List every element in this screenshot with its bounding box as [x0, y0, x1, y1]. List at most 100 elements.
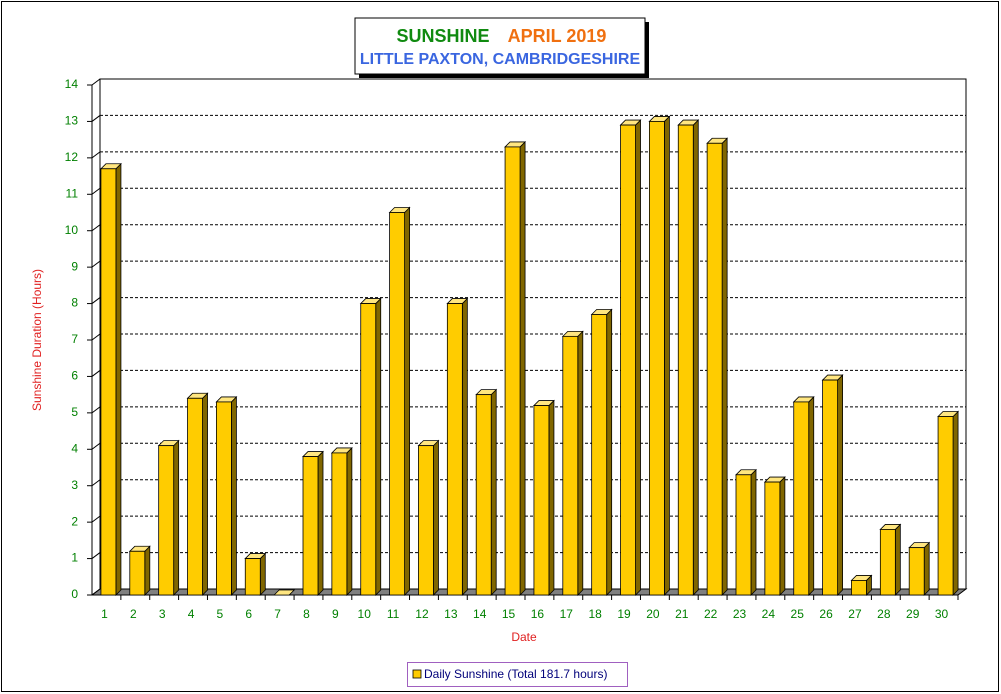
y-depth-tick: [91, 187, 101, 195]
y-tick-label: 13: [65, 114, 79, 128]
bar-side: [664, 115, 670, 596]
bar: [302, 456, 319, 596]
x-tick-label: 4: [188, 607, 195, 621]
bar: [360, 303, 377, 596]
chart-subtitle: LITTLE PAXTON, CAMBRIDGESHIRE: [360, 51, 641, 68]
bar-side: [375, 297, 382, 596]
bar: [677, 124, 694, 596]
x-tick-label: 13: [444, 607, 458, 621]
x-tick-label: 18: [588, 607, 602, 621]
bar-side: [692, 119, 699, 596]
bar-side: [346, 446, 353, 596]
y-depth-tick: [91, 479, 101, 487]
bar: [620, 124, 636, 596]
bar: [389, 212, 406, 596]
y-depth-tick: [91, 515, 101, 523]
bar: [937, 416, 954, 596]
bar-side: [635, 119, 641, 596]
x-tick-label: 20: [646, 607, 660, 621]
bar-side: [173, 439, 180, 596]
y-depth-tick: [91, 151, 101, 159]
y-tick-label: 12: [65, 150, 79, 164]
bar-side: [721, 137, 728, 596]
bar-side: [461, 297, 468, 596]
y-axis-title: Sunshine Duration (Hours): [30, 269, 44, 411]
bar: [100, 168, 117, 596]
bar-side: [894, 523, 901, 596]
y-depth-tick: [91, 224, 101, 232]
bar: [562, 335, 579, 596]
bar-side: [433, 439, 439, 596]
bar-side: [577, 330, 584, 596]
bar: [764, 481, 781, 596]
x-tick-label: 22: [704, 607, 718, 621]
x-tick-label: 26: [819, 607, 833, 621]
y-tick-label: 7: [71, 332, 78, 346]
x-tick-label: 25: [791, 607, 805, 621]
x-tick-label: 10: [358, 607, 372, 621]
bar: [879, 529, 896, 596]
bar-side: [519, 140, 526, 596]
x-tick-label: 24: [762, 607, 776, 621]
bar: [649, 121, 665, 596]
bar-side: [259, 552, 266, 596]
legend-label: Daily Sunshine (Total 181.7 hours): [424, 667, 607, 681]
x-tick-label: 7: [274, 607, 281, 621]
y-tick-label: 4: [71, 441, 78, 455]
bar-side: [230, 395, 237, 596]
bar-top: [273, 589, 296, 596]
bar: [908, 547, 925, 596]
bar: [533, 405, 550, 596]
bar: [591, 314, 608, 596]
bar-side: [404, 206, 411, 596]
bar-side: [606, 308, 613, 596]
x-tick-label: 21: [675, 607, 689, 621]
x-tick-label: 5: [217, 607, 224, 621]
x-tick-label: 2: [130, 607, 137, 621]
title-box: [354, 17, 646, 75]
y-tick-label: 11: [66, 186, 79, 200]
x-axis-title: Date: [511, 630, 537, 644]
bar-side: [952, 410, 959, 596]
y-depth-tick: [91, 78, 101, 86]
y-depth-tick: [91, 370, 101, 377]
y-tick-label: 8: [71, 296, 78, 310]
x-tick-label: 8: [303, 607, 310, 621]
bar: [504, 146, 521, 596]
y-depth-tick: [91, 333, 101, 341]
x-tick-label: 19: [617, 607, 631, 621]
y-tick-label: 1: [71, 551, 78, 565]
x-tick-label: 28: [877, 607, 891, 621]
y-tick-label: 9: [71, 259, 78, 273]
bar: [418, 445, 434, 596]
bar: [244, 558, 261, 596]
x-tick-label: 29: [906, 607, 920, 621]
bar-side: [750, 468, 757, 596]
bar: [187, 397, 203, 596]
bar-side: [837, 374, 843, 596]
x-tick-label: 30: [935, 607, 949, 621]
bar-side: [779, 476, 786, 596]
x-tick-label: 9: [332, 607, 339, 621]
y-tick-label: 2: [71, 514, 78, 528]
y-depth-tick: [91, 588, 101, 596]
bar-side: [144, 545, 151, 596]
x-tick-label: 3: [159, 607, 166, 621]
bar-side: [490, 388, 497, 596]
bar-side: [202, 392, 208, 596]
x-tick-label: 15: [502, 607, 516, 621]
bar: [129, 550, 146, 596]
y-tick-label: 6: [71, 369, 78, 383]
x-tick-label: 6: [245, 607, 252, 621]
bar-side: [923, 541, 930, 596]
bar: [158, 445, 175, 596]
y-tick-label: 14: [65, 77, 79, 91]
x-tick-label: 27: [848, 607, 862, 621]
bar: [793, 401, 810, 596]
y-tick-label: 3: [71, 478, 78, 492]
bar: [822, 379, 838, 596]
bar: [735, 474, 752, 596]
bar-side: [115, 162, 122, 596]
legend-box: [407, 662, 628, 687]
